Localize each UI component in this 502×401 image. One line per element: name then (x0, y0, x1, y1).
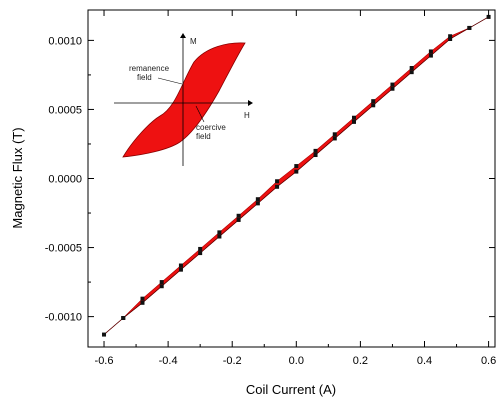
inset-coercive-pointer (195, 105, 205, 123)
inset-remanence-label-1: remanence (129, 64, 170, 73)
inset-coercive-label-2: field (196, 132, 211, 141)
data-point-1 (409, 70, 414, 75)
x-tick-label: -0.6 (95, 355, 114, 367)
y-tick-label: 0.0000 (48, 174, 82, 186)
data-point-1 (294, 169, 299, 174)
inset-coercive-label-1: coercive (196, 123, 226, 132)
data-point-1 (332, 136, 337, 141)
data-point-1 (255, 201, 260, 206)
marker-layer (102, 14, 491, 337)
data-point-1 (371, 103, 376, 108)
data-point-2 (371, 99, 376, 104)
data-point-1 (198, 251, 203, 256)
x-tick-layer: -0.6 -0.4 -0.2 0.0 0.2 0.4 0.6 (95, 10, 496, 367)
data-point-1 (448, 37, 453, 42)
data-point-2 (275, 179, 280, 184)
data-point-2 (255, 197, 260, 202)
hysteresis-loop-shape (122, 42, 246, 158)
x-tick-label: -0.2 (223, 355, 242, 367)
data-point-2 (351, 115, 356, 120)
x-tick-label: 0.2 (353, 355, 368, 367)
hysteresis-inset: M H remanence field coercive field (114, 33, 253, 166)
data-point-1 (428, 53, 433, 58)
x-tick-label: 0.4 (417, 355, 432, 367)
data-point-2 (178, 263, 183, 268)
data-point-2 (236, 213, 241, 218)
data-point-1 (313, 153, 318, 158)
inset-remanence-pointer (157, 77, 183, 85)
inset-m-label: M (190, 37, 197, 46)
data-point-1 (159, 284, 164, 289)
data-point-1 (102, 332, 107, 337)
y-tick-label: -0.0010 (45, 312, 82, 324)
data-point-2 (332, 132, 337, 137)
data-point-1 (140, 300, 145, 305)
data-point-2 (294, 164, 299, 169)
data-point-2 (313, 148, 318, 153)
data-point-2 (409, 66, 414, 71)
data-point-2 (390, 82, 395, 87)
y-axis-label: Magnetic Flux (T) (10, 127, 25, 228)
data-point-2 (217, 230, 222, 235)
data-point-2 (140, 296, 145, 301)
data-point-1 (236, 217, 241, 222)
data-point-1 (275, 184, 280, 189)
y-tick-label: -0.0005 (45, 243, 82, 255)
data-point-1 (178, 267, 183, 272)
data-point-1 (486, 14, 491, 19)
y-tick-label: 0.0005 (48, 104, 82, 116)
data-point-1 (351, 119, 356, 124)
inset-m-arrow (180, 33, 186, 38)
y-tick-layer: -0.0010 -0.0005 0.0000 0.0005 0.0010 (45, 35, 495, 324)
data-point-2 (467, 25, 472, 30)
x-tick-label: -0.4 (159, 355, 178, 367)
data-point-1 (217, 234, 222, 239)
data-point-2 (121, 315, 126, 320)
y-tick-label: 0.0010 (48, 35, 82, 47)
data-point-2 (448, 34, 453, 39)
x-tick-label: 0.6 (481, 355, 496, 367)
data-point-2 (159, 280, 164, 285)
x-tick-label: 0.0 (289, 355, 304, 367)
data-point-1 (390, 86, 395, 91)
inset-h-label: H (244, 111, 250, 120)
x-axis-label: Coil Current (A) (246, 382, 336, 397)
data-point-2 (428, 49, 433, 54)
data-point-2 (198, 246, 203, 251)
inset-remanence-label-2: field (137, 73, 152, 82)
inset-h-arrow (248, 100, 253, 106)
